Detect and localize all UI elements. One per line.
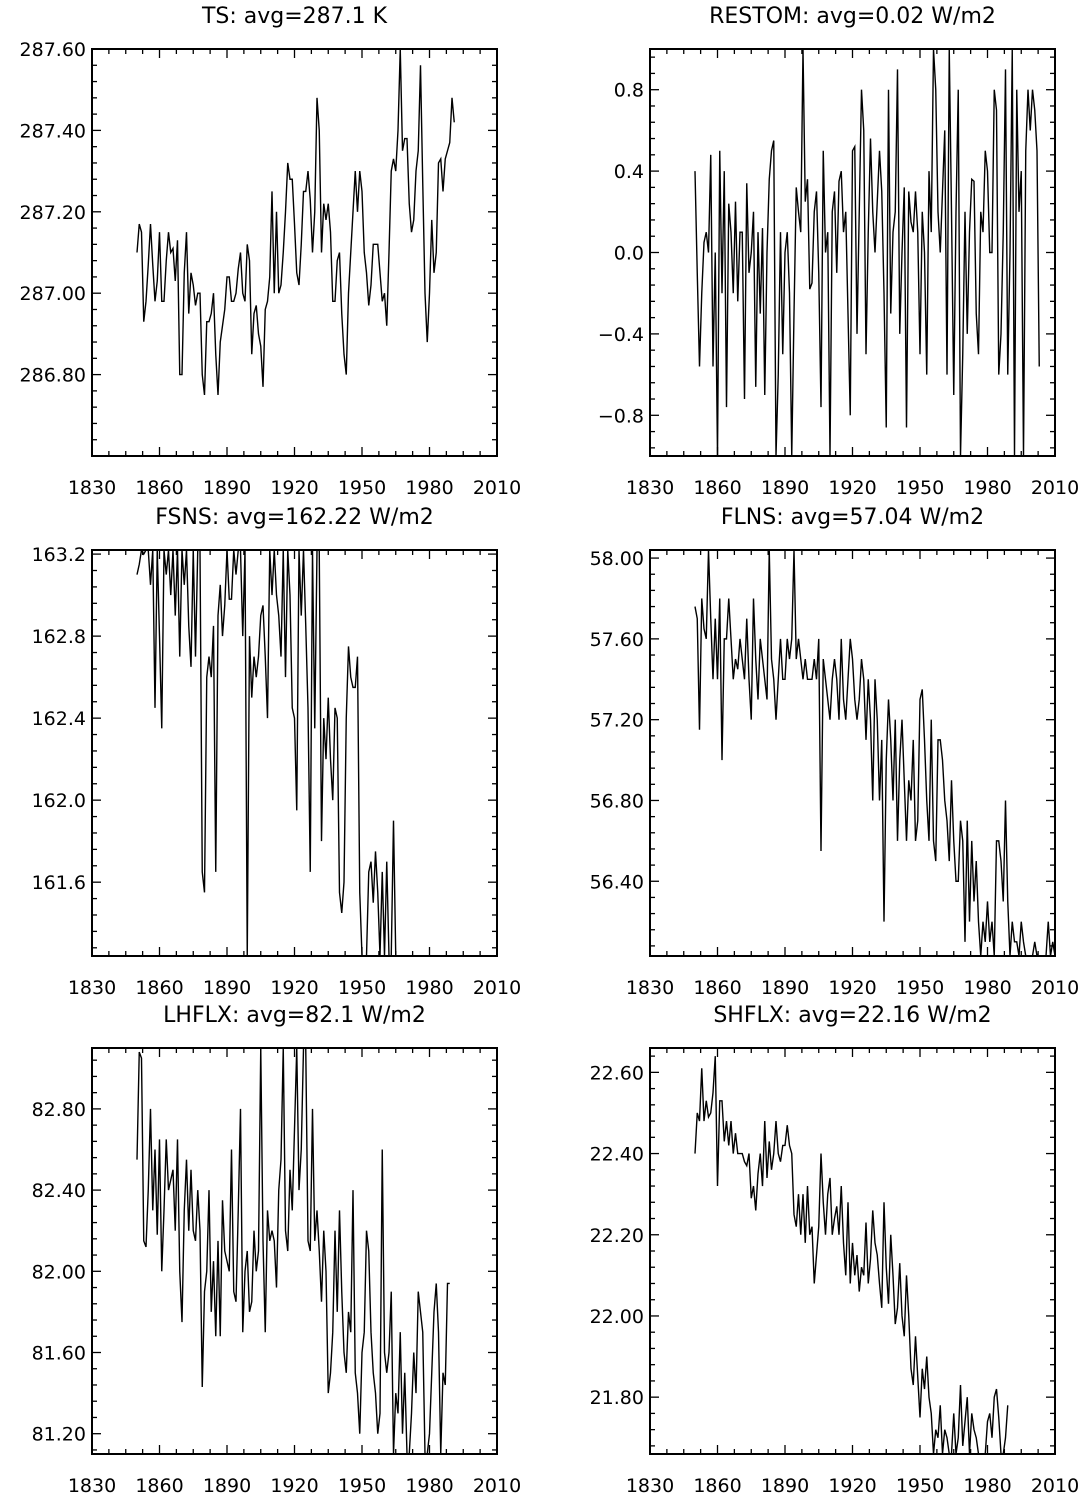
restom-x-tick-label: 1860 <box>693 477 741 499</box>
lhflx-x-tick-label: 1830 <box>68 1475 116 1494</box>
flns-x-tick-label: 1980 <box>963 977 1011 999</box>
ts-y-tick-label: 286.80 <box>20 365 86 387</box>
shflx-y-tick-label: 21.80 <box>590 1387 644 1409</box>
flns-x-tick-label: 1950 <box>896 977 944 999</box>
shflx-y-tick-label: 22.20 <box>590 1225 644 1247</box>
fsns-y-tick-label: 161.6 <box>32 872 86 894</box>
restom-x-tick-label: 1980 <box>963 477 1011 499</box>
lhflx-x-tick-label: 1920 <box>270 1475 318 1494</box>
fsns-panel: FSNS: avg=162.22 W/m2 1830 1860 1890 1920 195… <box>32 505 522 999</box>
restom-title: RESTOM: avg=0.02 W/m2 <box>709 4 996 29</box>
lhflx-y-tick-label: 82.00 <box>32 1261 86 1283</box>
ts-x-tick-label: 1860 <box>135 477 183 499</box>
flns-y-tick-label: 56.80 <box>590 790 644 812</box>
restom-y-tick-label: 0.0 <box>614 243 644 265</box>
restom-x-tick-label: 1920 <box>828 477 876 499</box>
lhflx-panel: LHFLX: avg=82.1 W/m2 1830 1860 1890 1920 1950… <box>32 1003 522 1494</box>
restom-y-tick-label: −0.4 <box>598 324 644 346</box>
ts-y-tick-label: 287.40 <box>20 120 86 142</box>
ts-panel: TS: avg=287.1 K 1830 1860 1890 1920 1950 1980 2… <box>20 4 522 499</box>
shflx-panel: SHFLX: avg=22.16 W/m2 1830 1860 1890 1920 195… <box>590 1003 1080 1494</box>
shflx-series-line <box>694 1056 1009 1454</box>
lhflx-x-tick-label: 1860 <box>135 1475 183 1494</box>
shflx-x-tick-label: 1980 <box>963 1475 1011 1494</box>
fsns-y-tick-label: 163.2 <box>32 544 86 566</box>
shflx-y-tick-label: 22.00 <box>590 1306 644 1328</box>
ts-title: TS: avg=287.1 K <box>201 4 388 29</box>
ts-y-tick-label: 287.20 <box>20 202 86 224</box>
fsns-x-tick-label: 1950 <box>338 977 386 999</box>
ts-x-tick-label: 2010 <box>473 477 521 499</box>
ts-x-tick-label: 1980 <box>405 477 453 499</box>
fsns-x-tick-label: 2010 <box>473 977 521 999</box>
lhflx-x-tick-label: 1980 <box>405 1475 453 1494</box>
lhflx-series-line <box>136 1048 450 1454</box>
restom-y-tick-label: 0.8 <box>614 80 644 102</box>
fsns-plot-frame <box>91 549 498 957</box>
fsns-series-line <box>136 550 397 956</box>
shflx-y-tick-label: 22.40 <box>590 1144 644 1166</box>
restom-x-tick-label: 1890 <box>761 477 809 499</box>
shflx-y-tick-label: 22.60 <box>590 1062 644 1084</box>
fsns-x-tick-label: 1830 <box>68 977 116 999</box>
flns-panel: FLNS: avg=57.04 W/m2 1830 1860 1890 1920 1950… <box>590 505 1080 999</box>
ts-x-tick-label: 1950 <box>338 477 386 499</box>
lhflx-y-tick-label: 82.40 <box>32 1180 86 1202</box>
flns-title: FLNS: avg=57.04 W/m2 <box>721 505 984 530</box>
flns-y-tick-label: 56.40 <box>590 871 644 893</box>
fsns-y-tick-label: 162.8 <box>32 626 86 648</box>
shflx-x-tick-label: 1890 <box>761 1475 809 1494</box>
fsns-y-tick-label: 162.0 <box>32 790 86 812</box>
ts-y-tick-label: 287.00 <box>20 283 86 305</box>
shflx-x-tick-label: 1830 <box>626 1475 674 1494</box>
lhflx-y-tick-label: 82.80 <box>32 1099 86 1121</box>
fsns-x-tick-label: 1860 <box>135 977 183 999</box>
ts-x-tick-label: 1920 <box>270 477 318 499</box>
restom-y-tick-label: −0.8 <box>598 405 644 427</box>
lhflx-x-tick-label: 1890 <box>203 1475 251 1494</box>
ts-series-line <box>136 49 455 396</box>
shflx-x-tick-label: 2010 <box>1031 1475 1079 1494</box>
flns-x-tick-label: 2010 <box>1031 977 1079 999</box>
lhflx-title: LHFLX: avg=82.1 W/m2 <box>163 1003 426 1028</box>
ts-x-tick-label: 1830 <box>68 477 116 499</box>
restom-panel: RESTOM: avg=0.02 W/m2 1830 1860 1890 1920 195… <box>598 4 1079 499</box>
shflx-x-tick-label: 1860 <box>693 1475 741 1494</box>
shflx-x-tick-label: 1920 <box>828 1475 876 1494</box>
restom-x-tick-label: 1830 <box>626 477 674 499</box>
fsns-x-tick-label: 1980 <box>405 977 453 999</box>
restom-series-line <box>694 49 1040 456</box>
lhflx-x-tick-label: 1950 <box>338 1475 386 1494</box>
restom-x-tick-label: 1950 <box>896 477 944 499</box>
flns-series-line <box>694 550 1055 956</box>
fsns-x-tick-label: 1890 <box>203 977 251 999</box>
flns-x-tick-label: 1920 <box>828 977 876 999</box>
flns-x-tick-label: 1890 <box>761 977 809 999</box>
lhflx-y-tick-label: 81.60 <box>32 1343 86 1365</box>
lhflx-x-tick-label: 2010 <box>473 1475 521 1494</box>
flns-x-tick-label: 1860 <box>693 977 741 999</box>
flns-y-tick-label: 57.60 <box>590 629 644 651</box>
fsns-title: FSNS: avg=162.22 W/m2 <box>155 505 434 530</box>
lhflx-y-tick-label: 81.20 <box>32 1424 86 1446</box>
shflx-title: SHFLX: avg=22.16 W/m2 <box>713 1003 991 1028</box>
ts-x-tick-label: 1890 <box>203 477 251 499</box>
fsns-x-tick-label: 1920 <box>270 977 318 999</box>
restom-x-tick-label: 2010 <box>1031 477 1079 499</box>
ts-y-tick-label: 287.60 <box>20 39 86 61</box>
flns-y-tick-label: 58.00 <box>590 548 644 570</box>
shflx-x-tick-label: 1950 <box>896 1475 944 1494</box>
restom-y-tick-label: 0.4 <box>614 161 644 183</box>
fsns-y-tick-label: 162.4 <box>32 708 86 730</box>
flns-x-tick-label: 1830 <box>626 977 674 999</box>
flns-y-tick-label: 57.20 <box>590 710 644 732</box>
